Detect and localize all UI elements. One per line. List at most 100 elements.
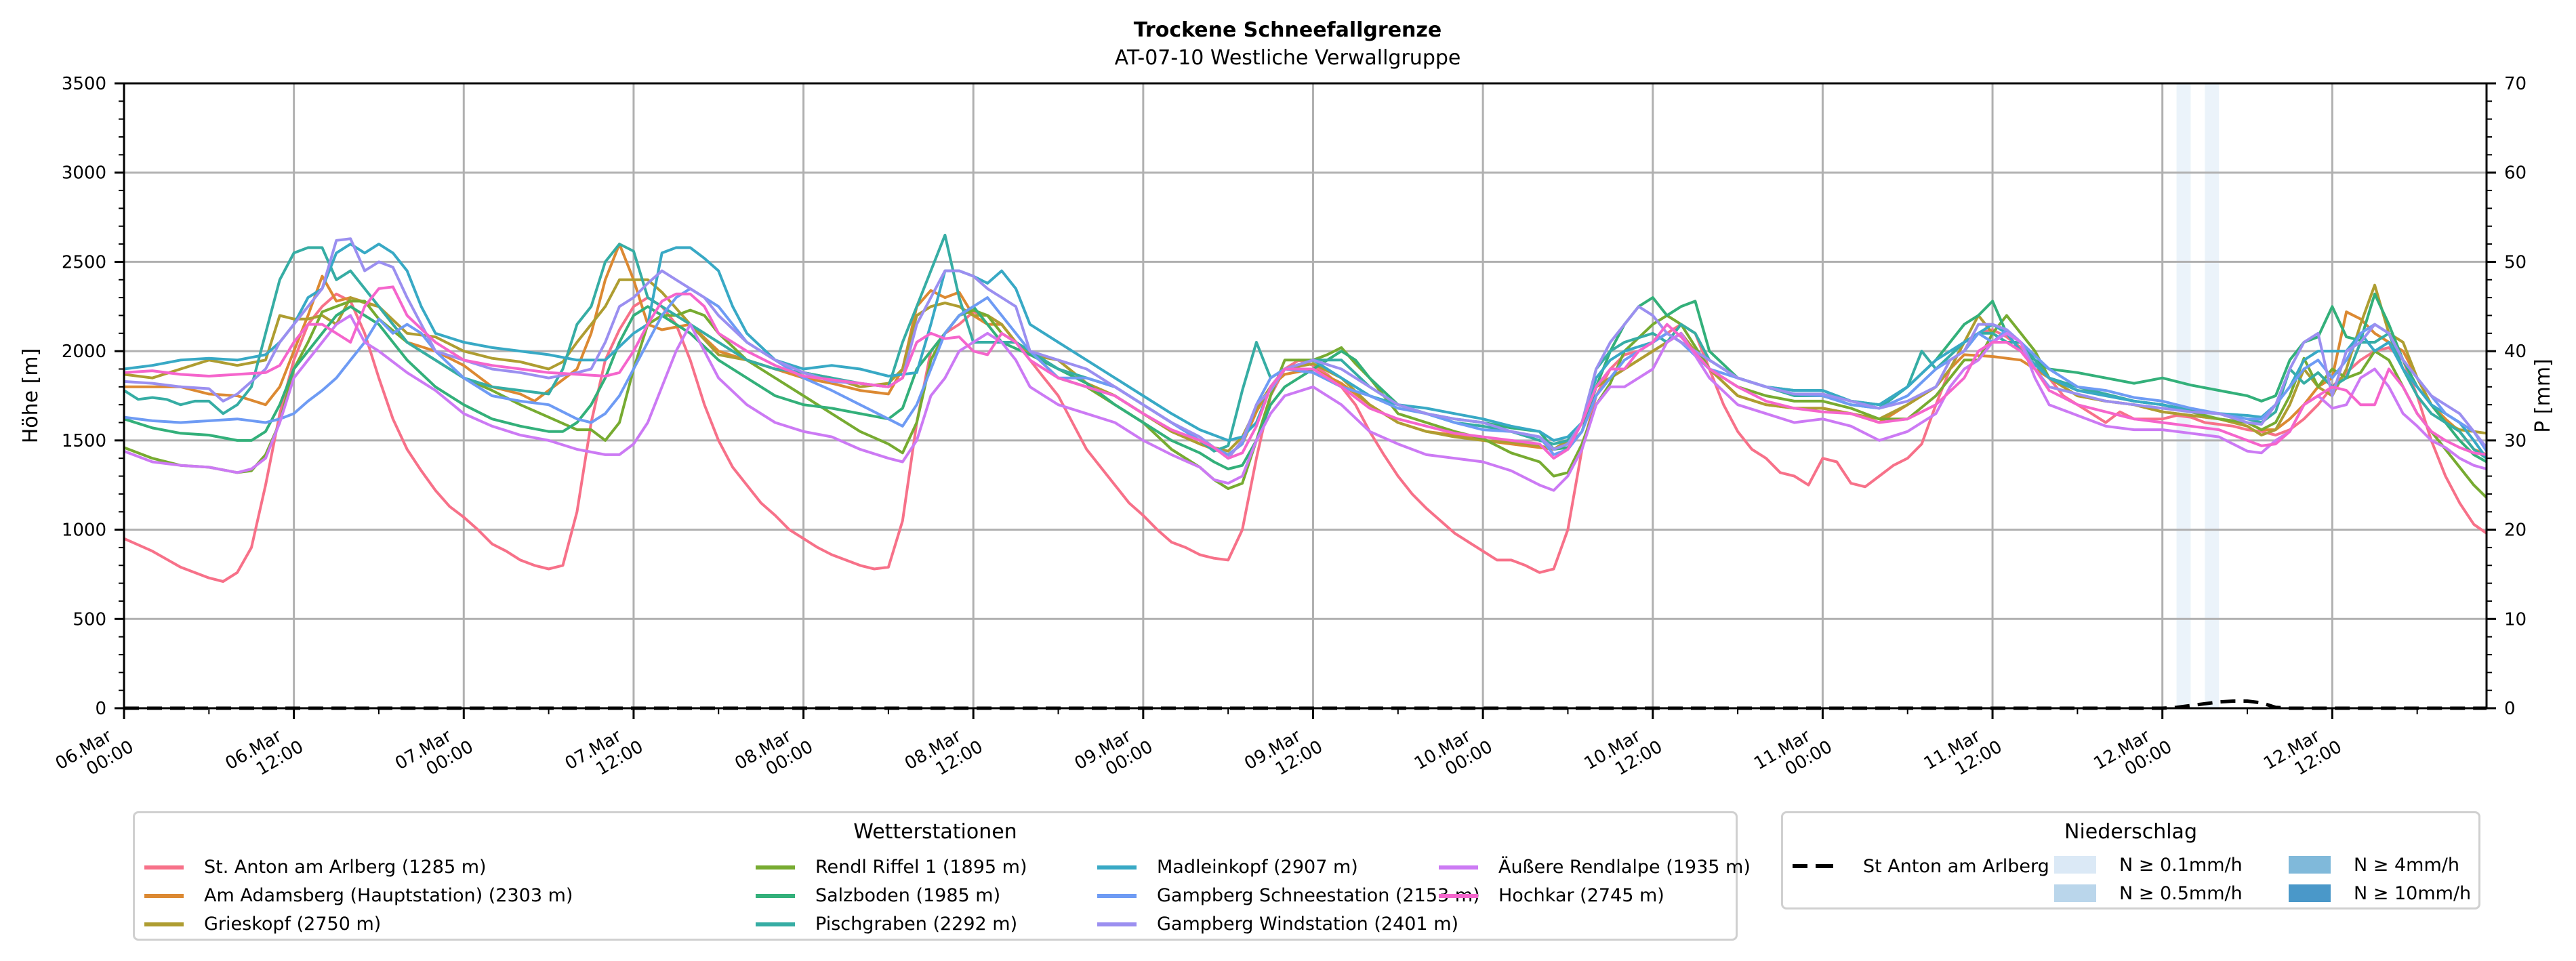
line-swatch [144,922,184,926]
legend-precip-title: Niederschlag [2064,820,2197,844]
y-tick-label: 1000 [62,520,106,541]
y-tick-label: 3500 [62,74,106,94]
legend-item-station: Rendl Riffel 1 (1895 m) [756,857,1027,878]
precip-band [2176,83,2191,708]
precip-bands [2176,83,2220,708]
y-right-tick-label: 20 [2504,520,2527,541]
precip-band [2205,83,2220,708]
y-axis-label-right: P [mm] [2531,359,2555,432]
precip-line [124,699,2487,710]
x-tick-label: 10.Mar00:00 [1411,719,1496,792]
legend-label: St. Anton am Arlberg (1285 m) [204,857,487,878]
legend-label: N ≥ 0.5mm/h [2119,882,2243,904]
legend-item-station: Äußere Rendlalpe (1935 m) [1439,857,1751,878]
legend-item-station: Pischgraben (2292 m) [756,914,1017,935]
x-tick-label: 09.Mar12:00 [1241,719,1326,792]
y-right-tick-label: 60 [2504,163,2527,184]
line-swatch [1439,865,1478,870]
chart-subtitle: AT-07-10 Westliche Verwallgruppe [1115,46,1461,70]
legend-label: Gampberg Schneestation (2153 m) [1157,885,1480,906]
legend-item-station: Grieskopf (2750 m) [144,914,381,935]
x-tick-label: 06.Mar12:00 [222,719,307,792]
line-swatch [1097,893,1137,898]
legend-label: N ≥ 4mm/h [2354,854,2459,876]
series-line [124,243,2487,456]
x-tick-label: 06.Mar00:00 [52,719,138,792]
x-tick-label: 12.Mar12:00 [2260,719,2346,792]
precip-line [124,699,2487,710]
y-axis-label: Höhe [m] [19,348,43,444]
line-swatch [756,893,795,898]
legend-label: N ≥ 10mm/h [2354,882,2472,904]
line-swatch [144,893,184,898]
y-right-tick-label: 30 [2504,431,2527,451]
legend-precip: Niederschlag St Anton am Arlberg N ≥ 0.1… [1781,811,2480,909]
x-tick-label: 07.Mar12:00 [562,719,647,792]
line-swatch [144,865,184,870]
series-line [123,278,2487,453]
color-swatch [2054,884,2096,902]
axes: 0 500 1000 1500 2000 2500 3000 3500 0 10 20 30 40 50 6… [52,74,2527,792]
legend-stations-title: Wetterstationen [853,820,1017,844]
y-tick-label: 0 [95,699,106,719]
color-swatch [2289,884,2331,902]
x-tick-label: 08.Mar12:00 [901,719,987,792]
line-swatch [1097,922,1137,926]
series-line [123,285,2487,460]
legend-label: Hochkar (2745 m) [1498,885,1664,906]
line-swatch [1097,865,1137,870]
plot-frame [123,82,2488,710]
x-tick-label: 09.Mar00:00 [1071,719,1157,792]
line-swatch [756,922,795,926]
y-tick-label: 2000 [62,342,106,362]
legend-item-station: Madleinkopf (2907 m) [1097,857,1358,878]
color-swatch [2289,856,2331,874]
legend-label: Pischgraben (2292 m) [815,914,1018,935]
legend-item-precip-class: N ≥ 0.1mm/h [2054,851,2243,878]
legend-stations: Wetterstationen St. Anton am Arlberg (12… [133,811,1751,941]
x-tick-label: 12.Mar00:00 [2091,719,2176,792]
series-line [123,233,2488,459]
y-tick-label: 1500 [62,431,106,451]
legend-label: N ≥ 0.1mm/h [2119,854,2243,876]
legend-label: Grieskopf (2750 m) [204,914,382,935]
x-tick-label: 11.Mar12:00 [1921,719,2006,792]
series-line [123,287,2488,456]
series-line [123,237,2488,460]
legend-item-precip-class: N ≥ 10mm/h [2289,880,2471,907]
series-line [123,292,2488,583]
y-tick-label: 500 [73,609,106,630]
legend-label: Am Adamsberg (Hauptstation) (2303 m) [204,885,573,906]
color-swatch [2054,856,2096,874]
legend-item-station: Hochkar (2745 m) [1439,885,1664,906]
legend-item-precip-class: N ≥ 4mm/h [2289,851,2459,878]
legend-item-precip-line: St Anton am Arlberg [1793,851,2049,881]
legend-item-station: Salzboden (1985 m) [756,885,1000,906]
x-tick-label: 08.Mar00:00 [731,719,817,792]
x-tick-label: 07.Mar00:00 [392,719,477,792]
y-right-tick-label: 40 [2504,342,2527,362]
series-line [123,314,2487,492]
y-right-tick-label: 0 [2504,699,2516,719]
legend-label: Äußere Rendlalpe (1935 m) [1498,857,1751,878]
dashed-line-swatch [1793,864,1833,868]
legend-item-station: St. Anton am Arlberg (1285 m) [144,857,487,878]
legend-label: Gampberg Windstation (2401 m) [1157,914,1459,935]
x-tick-label: 10.Mar12:00 [1581,719,1667,792]
line-swatch [756,865,795,870]
legend-item-precip-class: N ≥ 0.5mm/h [2054,880,2243,907]
series-lines [123,233,2488,583]
line-swatch [1439,893,1478,898]
legend-item-station: Gampberg Windstation (2401 m) [1097,914,1458,935]
y-right-tick-label: 10 [2504,609,2527,630]
y-tick-label: 2500 [62,252,106,272]
y-tick-label: 3000 [62,163,106,184]
y-right-tick-label: 50 [2504,252,2527,272]
y-right-tick-label: 70 [2504,74,2527,94]
legend-item-station: Gampberg Schneestation (2153 m) [1097,885,1480,906]
legend-label: Rendl Riffel 1 (1895 m) [815,857,1027,878]
legend-label: St Anton am Arlberg [1863,855,2049,877]
legend-item-station: Am Adamsberg (Hauptstation) (2303 m) [144,885,573,906]
legend-label: Madleinkopf (2907 m) [1157,857,1358,878]
